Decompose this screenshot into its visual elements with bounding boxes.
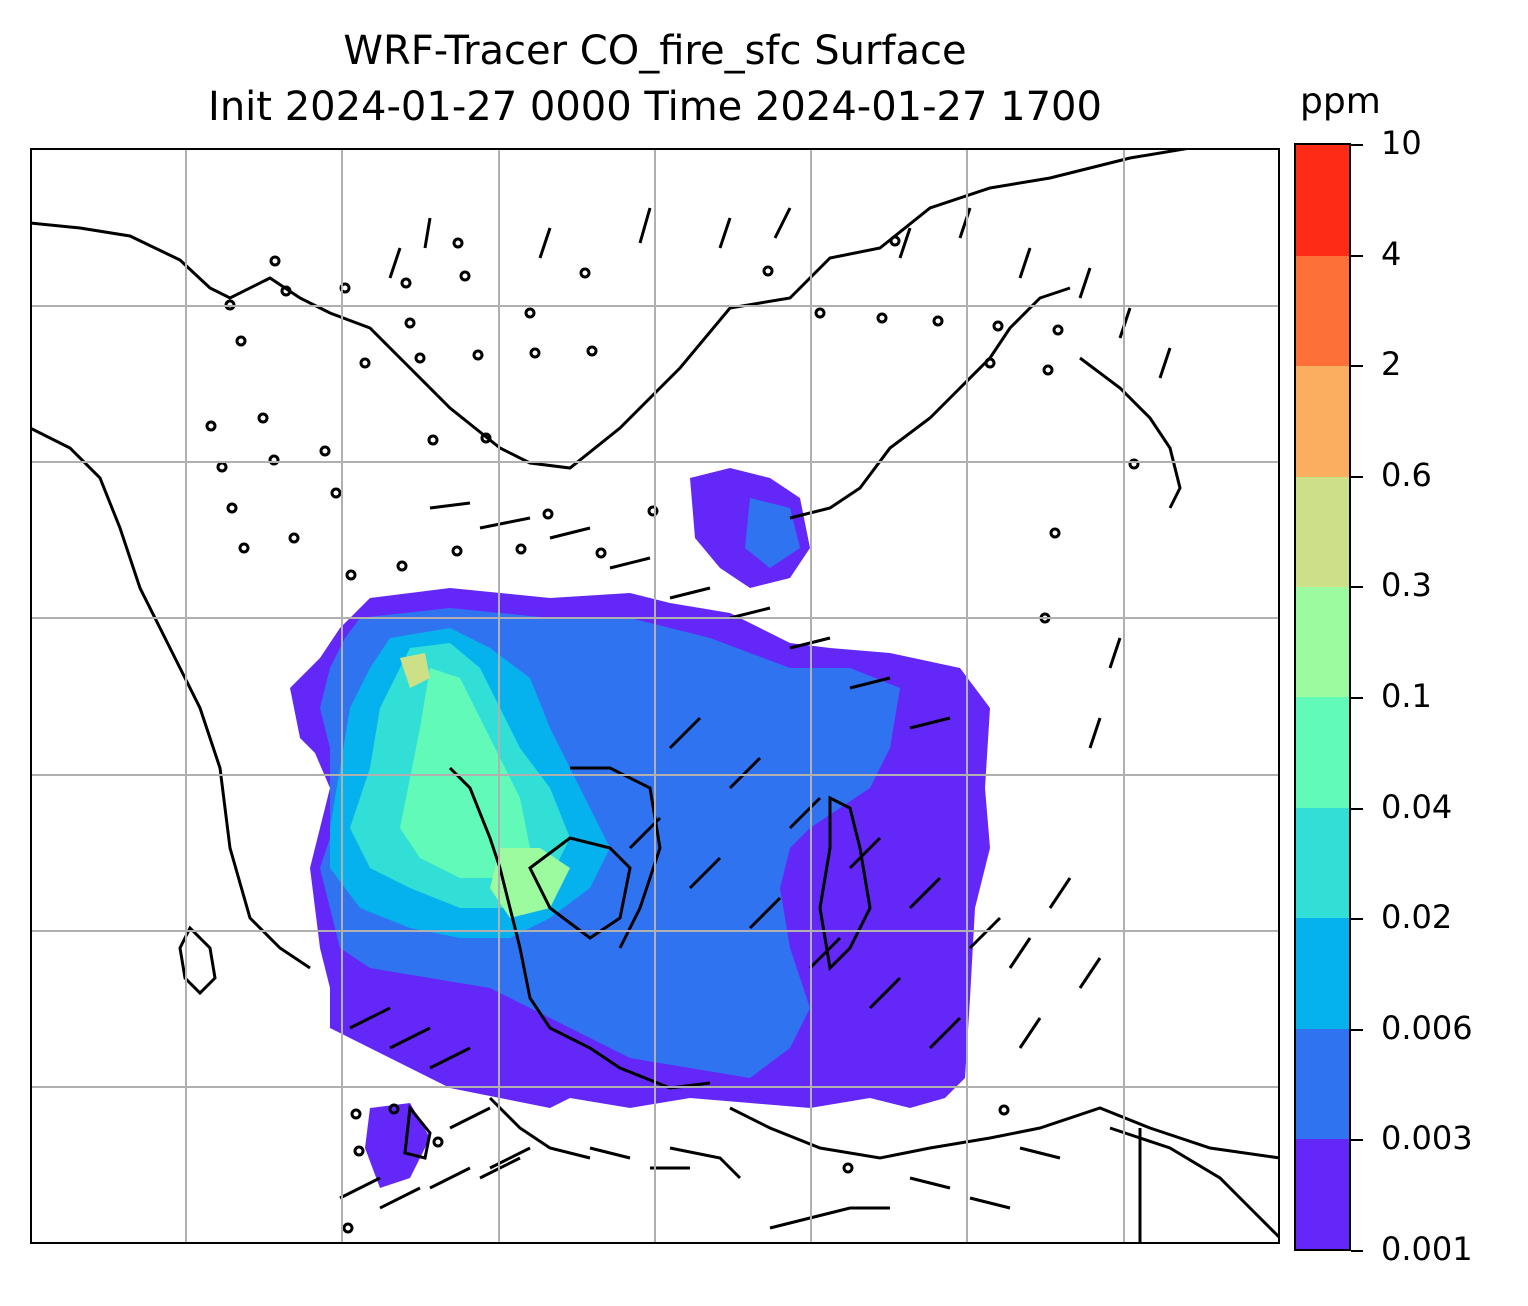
colorbar-segment [1296, 1028, 1349, 1140]
map-border [30, 148, 1280, 1244]
colorbar-tick-label: 0.3 [1381, 566, 1432, 605]
coastlines [30, 148, 1280, 1244]
colorbar-tick [1351, 475, 1363, 478]
colorbar-tick-label: 4 [1381, 234, 1402, 273]
colorbar-tick-label: 0.1 [1381, 677, 1432, 715]
tracer-level-004 [400, 668, 530, 878]
colorbar-segment [1296, 365, 1349, 477]
calm-wind-circles [205, 235, 1140, 1234]
colorbar-segment [1296, 1138, 1349, 1250]
tracer-level-east-2 [745, 498, 800, 568]
colorbar-segment [1296, 255, 1349, 367]
colorbar-segment [1296, 807, 1349, 919]
colorbar-tick [1351, 254, 1363, 257]
colorbar-segment [1296, 145, 1349, 256]
colorbar-tick [1351, 144, 1363, 146]
map-panel [30, 148, 1280, 1244]
colorbar-tick [1351, 1028, 1363, 1031]
gridlines [30, 148, 1280, 1244]
title-line-1: WRF-Tracer CO_fire_sfc Surface [343, 28, 967, 74]
colorbar-tick [1351, 586, 1363, 589]
colorbar-tick-label: 2 [1381, 345, 1402, 384]
colorbar [1294, 143, 1351, 1251]
colorbar-segment [1296, 586, 1349, 698]
title-line-2: Init 2024-01-27 0000 Time 2024-01-27 170… [208, 84, 1102, 130]
colorbar-segment [1296, 697, 1349, 808]
tracer-field [290, 468, 990, 1188]
colorbar-tick [1351, 918, 1363, 921]
colorbar-tick-label: 0.006 [1381, 1008, 1473, 1047]
colorbar-tick [1351, 697, 1363, 699]
colorbar-tick-label: 10 [1381, 124, 1422, 162]
colorbar-units-label: ppm [1300, 81, 1381, 122]
wind-barbs [339, 207, 1172, 1210]
colorbar-tick-label: 0.02 [1381, 898, 1453, 937]
colorbar-segment [1296, 476, 1349, 588]
colorbar-tick [1351, 807, 1363, 810]
tracer-level-03 [400, 653, 430, 688]
colorbar-tick [1351, 1250, 1363, 1252]
colorbar-tick-label: 0.001 [1381, 1230, 1473, 1268]
colorbar-tick-label: 0.003 [1381, 1119, 1473, 1158]
colorbar-segment [1296, 917, 1349, 1029]
tracer-level-01 [490, 848, 570, 918]
colorbar-tick [1351, 365, 1363, 368]
colorbar-tick-label: 0.6 [1381, 455, 1432, 494]
tracer-level-south [365, 1103, 430, 1188]
colorbar-tick [1351, 1139, 1363, 1142]
colorbar-tick-label: 0.04 [1381, 787, 1453, 826]
